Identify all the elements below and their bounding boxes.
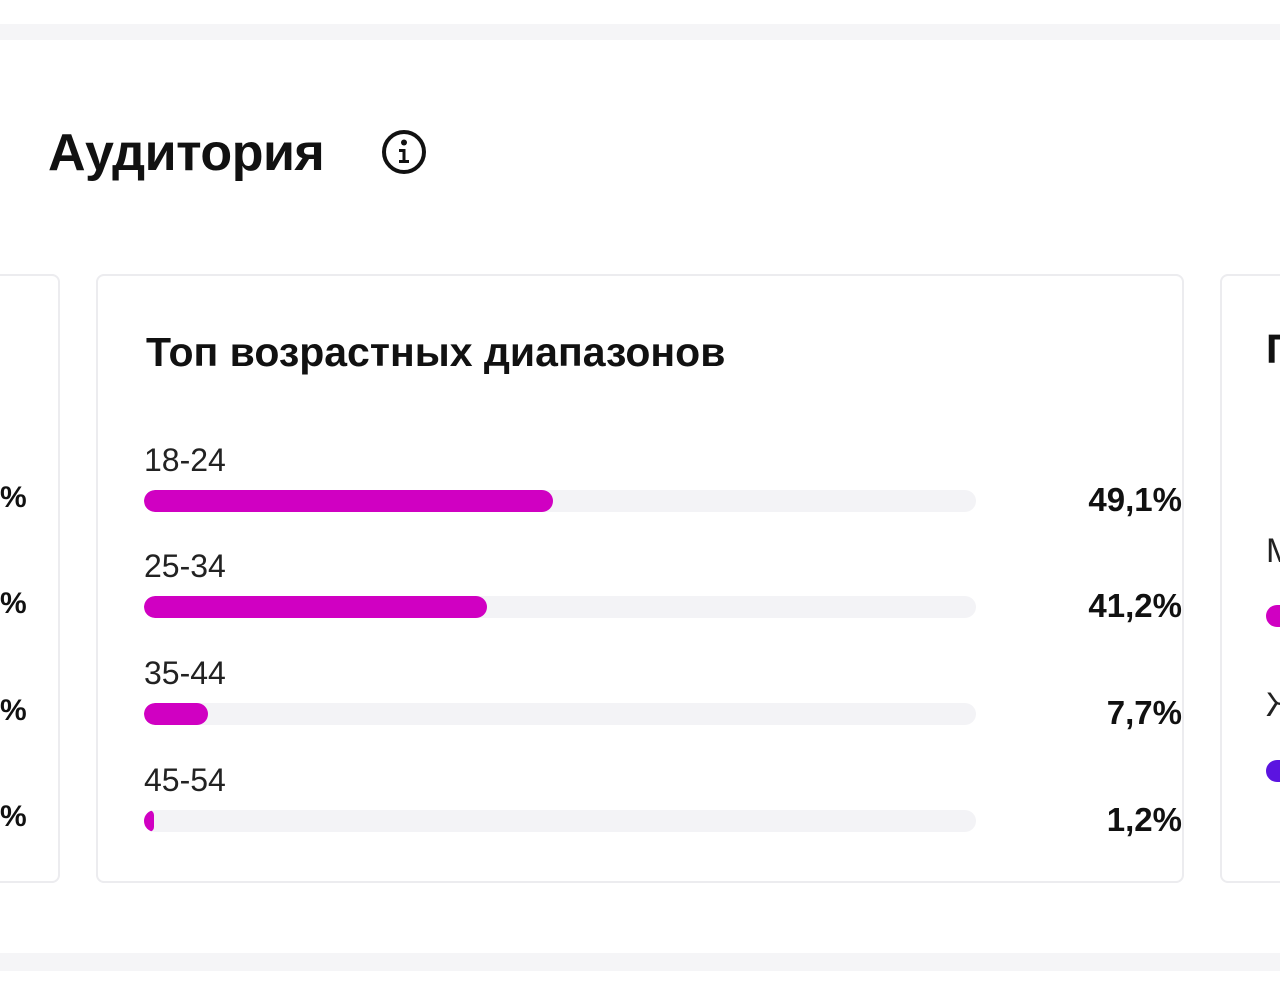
age-range-percent: 49,1% xyxy=(1088,481,1182,518)
progress-fill xyxy=(144,810,154,832)
left-percent: % xyxy=(0,694,27,727)
left-percent: % xyxy=(0,481,27,514)
progress-fill xyxy=(144,596,487,618)
age-range-label: 25-34 xyxy=(144,548,226,584)
section-divider-top xyxy=(0,24,1280,40)
gender-card-partial: П М Ж xyxy=(1220,274,1280,883)
age-row: 45-54 1,2% xyxy=(144,760,1182,840)
page-title: Аудитория xyxy=(48,124,325,182)
progress-track xyxy=(144,703,976,725)
progress-track xyxy=(144,596,976,618)
age-range-percent: 7,7% xyxy=(1106,694,1182,731)
gender-bar xyxy=(1266,605,1280,627)
section-divider-bottom xyxy=(0,953,1280,971)
age-range-label: 35-44 xyxy=(144,655,226,691)
age-row: 35-44 7,7% xyxy=(144,653,1182,733)
info-circle-icon[interactable] xyxy=(380,128,428,176)
gender-label: Ж xyxy=(1266,686,1280,725)
age-range-percent: 41,2% xyxy=(1088,587,1182,624)
age-range-label: 45-54 xyxy=(144,762,226,798)
age-row: 18-24 49,1% xyxy=(144,440,1182,520)
progress-track xyxy=(144,810,976,832)
progress-fill xyxy=(144,490,553,512)
card-title-partial: П xyxy=(1266,326,1280,373)
left-percent: % xyxy=(0,587,27,620)
age-row: 25-34 41,2% xyxy=(144,546,1182,626)
left-card-partial: % % % % xyxy=(0,274,60,883)
card-title: Топ возрастных диапазонов xyxy=(146,329,726,375)
progress-fill xyxy=(144,703,209,725)
age-range-label: 18-24 xyxy=(144,442,226,478)
age-range-percent: 1,2% xyxy=(1106,801,1182,838)
progress-track xyxy=(144,490,976,512)
gender-label: М xyxy=(1266,532,1280,571)
top-strip xyxy=(0,0,1280,24)
age-ranges-card: Топ возрастных диапазонов 18-24 49,1% 25… xyxy=(96,274,1184,883)
left-percent: % xyxy=(0,800,27,833)
gender-bar xyxy=(1266,760,1280,782)
